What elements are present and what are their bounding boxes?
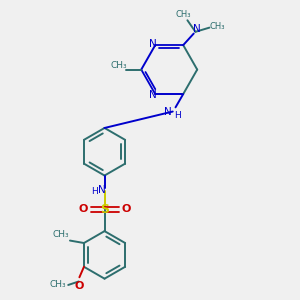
Text: CH₃: CH₃ bbox=[50, 280, 66, 290]
Text: S: S bbox=[100, 203, 109, 216]
Text: CH₃: CH₃ bbox=[52, 230, 69, 239]
Text: N: N bbox=[148, 90, 156, 100]
Text: CH₃: CH₃ bbox=[209, 22, 225, 31]
Text: H: H bbox=[92, 187, 98, 196]
Text: N: N bbox=[148, 39, 156, 50]
Text: N: N bbox=[164, 107, 171, 117]
Text: O: O bbox=[74, 281, 83, 291]
Text: N: N bbox=[193, 24, 201, 34]
Text: CH₃: CH₃ bbox=[110, 61, 127, 70]
Text: CH₃: CH₃ bbox=[175, 10, 190, 19]
Text: N: N bbox=[98, 184, 106, 194]
Text: O: O bbox=[121, 204, 130, 214]
Text: O: O bbox=[79, 204, 88, 214]
Text: H: H bbox=[175, 111, 181, 120]
